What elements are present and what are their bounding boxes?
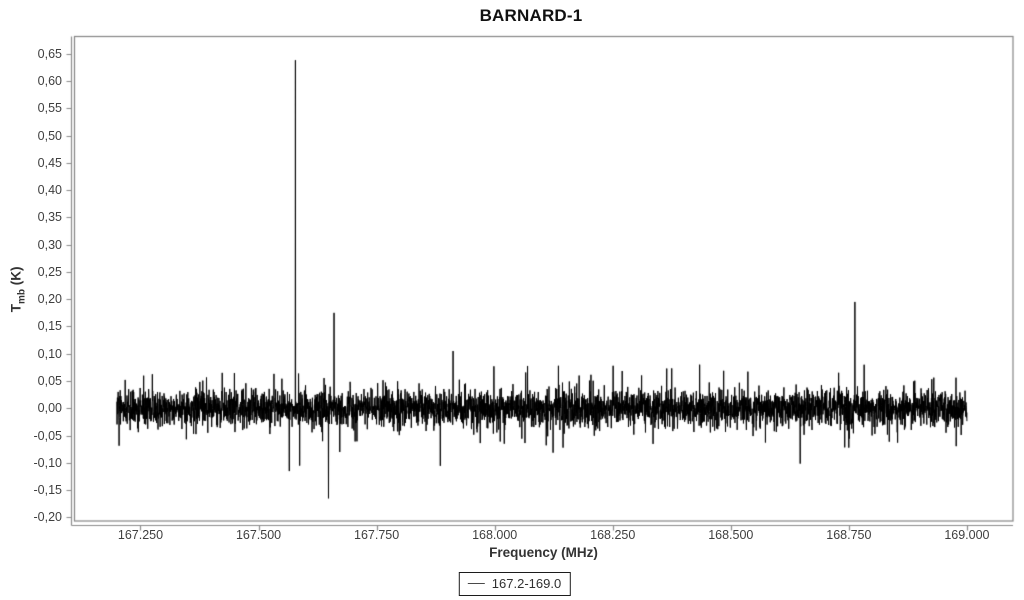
x-tick-label: 168.000 [472,528,518,542]
y-tick-label: -0,20 [33,510,63,525]
y-tick-label: 0,50 [37,128,62,143]
y-tick-label: 0,20 [37,292,62,307]
x-tick-label: 167.250 [117,528,164,542]
page-title: BARNARD-1 [479,6,583,25]
x-tick-label: 167.750 [354,528,400,542]
y-tick-label: 0,60 [37,73,62,88]
y-axis-title: Tmb (K) [9,229,28,349]
y-tick-label: 0,45 [37,155,62,170]
y-tick-label: 0,40 [37,183,62,198]
x-tick-label: 168.500 [708,528,754,542]
y-tick-label: 0,55 [37,101,62,116]
x-tick-label: 168.250 [590,528,636,542]
x-tick-label: 167.500 [235,528,282,542]
legend-series-label: 167.2-169.0 [491,576,562,591]
x-axis-title: Frequency (MHz) [489,545,598,560]
y-axis-title-unit: (K) [8,266,24,289]
y-tick-label: 0,10 [37,346,62,361]
legend-line-sample-icon [467,583,485,584]
legend: 167.2-169.0 [458,572,572,596]
y-tick-label: -0,05 [33,428,63,443]
x-tick-label: 168.750 [826,528,872,542]
y-axis-title-main: T [8,303,24,313]
y-tick-label: 0,65 [37,46,62,61]
y-tick-label: -0,10 [33,455,63,470]
y-tick-label: 0,25 [37,264,62,279]
y-tick-label: 0,30 [37,237,62,252]
y-tick-label: 0,00 [37,401,62,416]
y-tick-label: -0,15 [33,483,63,498]
x-tick-label: 169.000 [944,528,990,542]
y-tick-label: 0,35 [37,210,62,225]
y-tick-label: 0,15 [37,319,62,334]
y-tick-label: 0,05 [37,374,62,389]
y-axis-title-subscript: mb [16,288,28,304]
